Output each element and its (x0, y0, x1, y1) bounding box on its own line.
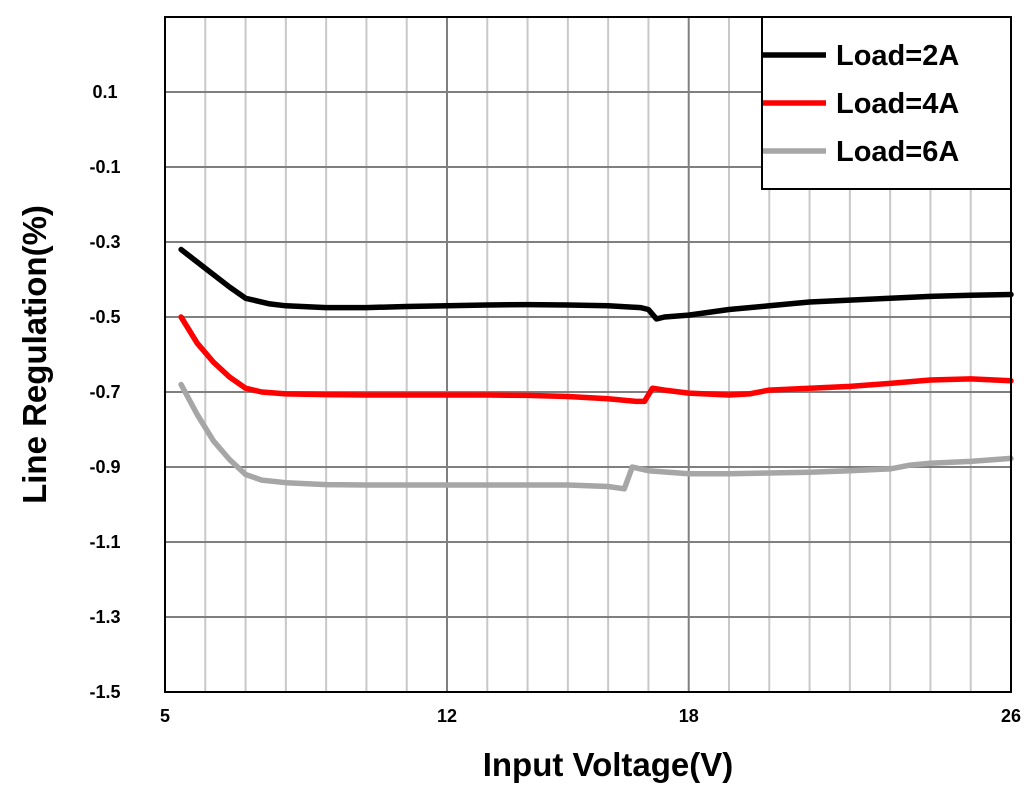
y-tick-label: -0.7 (89, 382, 120, 402)
y-tick-label: -1.3 (89, 607, 120, 627)
y-tick-label: -0.3 (89, 232, 120, 252)
y-tick-label: -0.1 (89, 157, 120, 177)
tick-labels: 0.1 -0.1 -0.3 -0.5 -0.7 -0.9 -1.1 -1.3 -1.5 5 12 18… (89, 82, 1021, 726)
y-tick-label: 0.1 (92, 82, 117, 102)
x-tick-label: 5 (160, 706, 170, 726)
legend: Load=2A Load=4A Load=6A (761, 16, 1012, 190)
legend-label-3: Load=6A (836, 136, 959, 168)
minor-gridlines (204, 17, 972, 692)
x-axis-title: Input Voltage(V) (483, 746, 734, 783)
x-tick-label: 12 (437, 706, 457, 726)
y-tick-label: -1.5 (89, 682, 120, 702)
y-axis-title: Line Regulation(%) (16, 205, 53, 504)
x-tick-label: 18 (679, 706, 699, 726)
y-tick-label: -0.5 (89, 307, 120, 327)
y-tick-label: -0.9 (89, 457, 120, 477)
series-line-3 (178, 381, 1014, 492)
series-line-2 (178, 314, 1014, 405)
legend-label-1: Load=2A (836, 40, 959, 72)
plot-frame (164, 16, 1012, 693)
series-line-1 (178, 246, 1014, 322)
x-tick-label: 26 (1001, 706, 1021, 726)
y-tick-label: -1.1 (89, 532, 120, 552)
series-lines (178, 246, 1014, 492)
legend-label-2: Load=4A (836, 88, 959, 120)
